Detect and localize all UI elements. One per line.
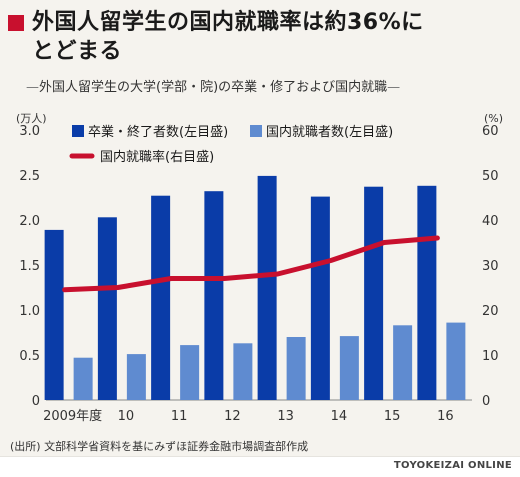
graduates-bar [204, 191, 224, 400]
x-tick-label: 12 [224, 409, 241, 424]
chart-subtitle: —外国人留学生の大学(学部・院)の卒業・修了および国内就職— [26, 76, 400, 95]
graduates-bar [151, 195, 171, 400]
y-left-tick-label: 3.0 [19, 124, 40, 139]
source-note: (出所) 文部科学省資料を基にみずほ証券金融市場調査部作成 [10, 440, 309, 453]
employment-rate-line [62, 235, 440, 293]
employed-bar [339, 336, 359, 400]
y-right-tick-label: 20 [482, 304, 499, 319]
y-right-tick-label: 10 [482, 349, 499, 364]
employed-bar [126, 354, 146, 400]
legend-swatch-employed [250, 125, 262, 137]
employed-bar [73, 357, 93, 400]
brand-label: TOYOKEIZAI ONLINE [393, 460, 512, 471]
y-right-tick-label: 30 [482, 259, 499, 274]
graduates-bar [364, 186, 384, 400]
employed-bar [286, 337, 306, 400]
chart-title-line2: とどまる [32, 39, 123, 64]
x-tick-label: 13 [277, 409, 294, 424]
graduates-bar [257, 175, 277, 400]
footer-bar: TOYOKEIZAI ONLINE [0, 456, 520, 477]
employed-bar [233, 343, 253, 400]
x-tick-label: 14 [331, 409, 348, 424]
graduates-bar [310, 196, 330, 400]
y-right-tick-label: 50 [482, 169, 499, 184]
graduates-bar [417, 185, 437, 400]
legend-label-employed: 国内就職者数(左目盛) [266, 124, 393, 140]
y-left-tick-label: 2.0 [19, 214, 40, 229]
employed-bar [446, 322, 466, 400]
y-left-tick-label: 1.0 [19, 304, 40, 319]
x-tick-label: 15 [384, 409, 401, 424]
y-left-tick-label: 0 [32, 394, 40, 409]
employed-bar [180, 345, 200, 400]
y-right-tick-label: 0 [482, 394, 490, 409]
subtitle-dash-left: — [26, 80, 39, 95]
subtitle-dash-right: — [387, 80, 401, 95]
legend-label-rate: 国内就職率(右目盛) [100, 149, 214, 165]
chart-title: 外国人留学生の国内就職率は約36%に とどまる [32, 8, 516, 66]
y-left-unit: (万人) [16, 112, 47, 125]
chart-title-block: 外国人留学生の国内就職率は約36%に とどまる [8, 8, 516, 66]
graduates-bar [97, 217, 117, 400]
x-tick-label: 2009年度 [43, 408, 102, 424]
y-right-unit: (%) [484, 112, 503, 125]
subtitle-text: 外国人留学生の大学(学部・院)の卒業・修了および国内就職 [39, 80, 388, 95]
y-left-tick-label: 0.5 [19, 349, 40, 364]
y-right-tick-label: 40 [482, 214, 499, 229]
employed-bar [393, 325, 413, 400]
y-left-tick-label: 2.5 [19, 169, 40, 184]
y-right-tick-label: 60 [482, 124, 499, 139]
x-tick-label: 10 [118, 409, 135, 424]
legend-label-graduates: 卒業・終了者数(左目盛) [88, 124, 228, 140]
legend-swatch-graduates [72, 125, 84, 137]
title-marker [8, 15, 24, 31]
x-tick-label: 11 [171, 409, 188, 424]
x-tick-label: 16 [437, 409, 454, 424]
y-left-tick-label: 1.5 [19, 259, 40, 274]
graduates-bar [44, 229, 64, 400]
chart-title-line1: 外国人留学生の国内就職率は約36%に [32, 10, 424, 35]
